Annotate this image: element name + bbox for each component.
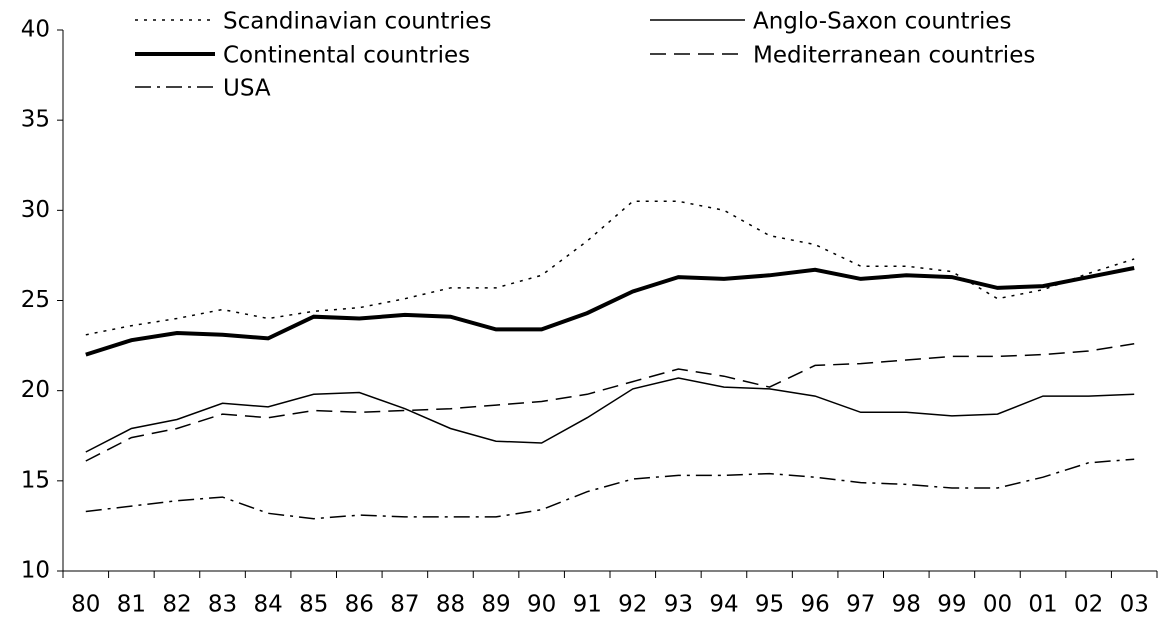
x-tick-label: 02	[1074, 592, 1103, 618]
x-tick-label: 94	[709, 592, 738, 618]
x-tick-label: 88	[436, 592, 465, 618]
y-tick-label: 15	[21, 467, 50, 493]
series-line	[85, 343, 1135, 462]
series-line	[85, 200, 1135, 336]
legend-label: Anglo-Saxon countries	[753, 9, 1012, 35]
x-tick-label: 95	[755, 592, 784, 618]
series-line	[85, 377, 1135, 453]
legend-label: Continental countries	[223, 43, 470, 69]
x-tick-label: 91	[573, 592, 602, 618]
series-line	[85, 458, 1135, 520]
x-tick-label: 90	[527, 592, 556, 618]
x-tick-label: 98	[892, 592, 921, 618]
x-tick-label: 87	[390, 592, 419, 618]
x-tick-label: 96	[800, 592, 829, 618]
x-tick-label: 99	[937, 592, 966, 618]
x-tick-label: 86	[345, 592, 374, 618]
x-tick-label: 97	[846, 592, 875, 618]
y-tick-label: 40	[21, 17, 50, 43]
x-tick-label: 83	[208, 592, 237, 618]
x-tick-label: 82	[162, 592, 191, 618]
y-tick-label: 30	[21, 197, 50, 223]
x-tick-label: 80	[71, 592, 100, 618]
x-tick-label: 81	[117, 592, 146, 618]
legend-label: Scandinavian countries	[223, 9, 491, 35]
y-tick-label: 25	[21, 287, 50, 313]
legend-label: Mediterranean countries	[753, 43, 1035, 69]
x-tick-label: 00	[983, 592, 1012, 618]
y-tick-label: 10	[21, 558, 50, 584]
x-tick-label: 92	[618, 592, 647, 618]
x-tick-label: 89	[481, 592, 510, 618]
series-line	[85, 266, 1135, 357]
legend-label: USA	[223, 76, 271, 102]
y-tick-label: 35	[21, 107, 50, 133]
x-tick-label: 85	[299, 592, 328, 618]
x-tick-label: 03	[1120, 592, 1149, 618]
y-tick-label: 20	[21, 377, 50, 403]
x-tick-label: 93	[664, 592, 693, 618]
x-tick-label: 84	[253, 592, 282, 618]
x-tick-label: 01	[1028, 592, 1057, 618]
